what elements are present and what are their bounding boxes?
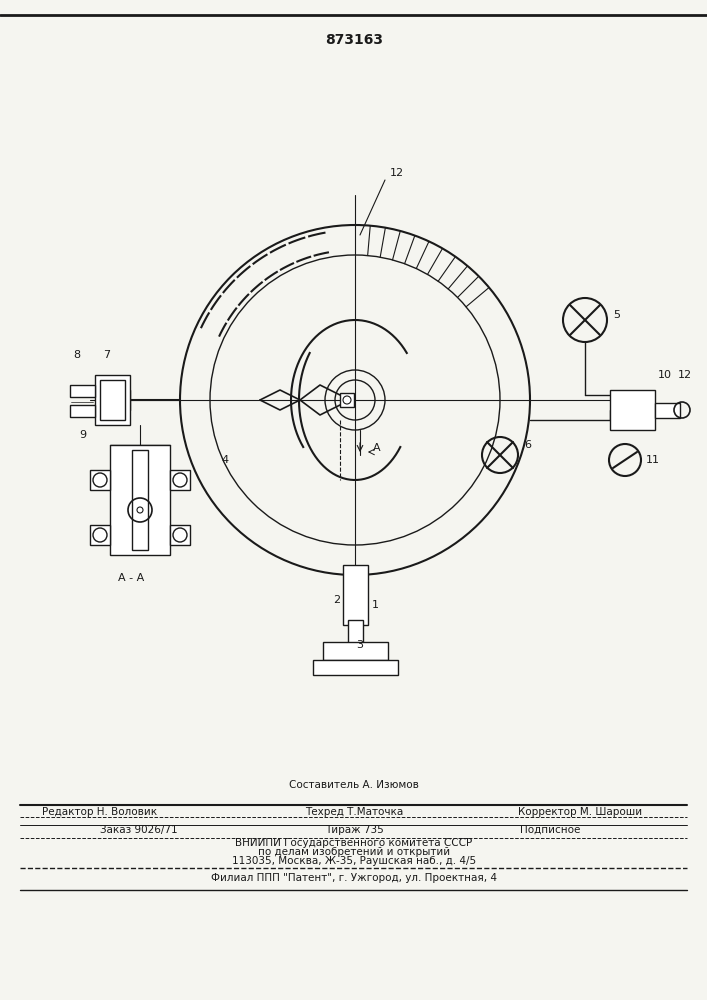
Text: 12: 12 [678,370,692,380]
Text: ВНИИПИ Государственного комитета СССР: ВНИИПИ Государственного комитета СССР [235,838,472,848]
Bar [132,450,148,550]
Text: Техред Т.Маточка: Техред Т.Маточка [305,807,403,817]
Bar [90,470,110,490]
Text: Составитель А. Изюмов: Составитель А. Изюмов [289,780,419,790]
Bar [100,380,125,420]
Text: A: A [373,443,381,453]
Text: 2: 2 [334,595,341,605]
Bar [340,393,354,407]
Bar [343,565,368,625]
Text: 4: 4 [221,455,228,465]
Bar [110,445,170,555]
Text: 11: 11 [646,455,660,465]
Text: 8: 8 [74,350,81,360]
Text: 7: 7 [103,350,110,360]
Bar [70,405,95,417]
Bar [90,525,110,545]
Text: 1: 1 [371,600,378,610]
Text: по делам изобретений и открытий: по делам изобретений и открытий [258,847,450,857]
Text: A - A: A - A [118,573,144,583]
Text: Корректор М. Шароши: Корректор М. Шароши [518,807,642,817]
Text: Филиал ППП "Патент", г. Ужгород, ул. Проектная, 4: Филиал ППП "Патент", г. Ужгород, ул. Про… [211,873,497,883]
Bar [655,403,680,418]
Bar [323,642,388,660]
Text: 3: 3 [356,640,363,650]
Bar [70,385,95,397]
Text: Подписное: Подписное [520,825,580,835]
Text: 9: 9 [79,430,86,440]
Text: 12: 12 [390,168,404,178]
Text: 113035, Москва, Ж-35, Раушская наб., д. 4/5: 113035, Москва, Ж-35, Раушская наб., д. … [232,856,476,866]
Text: Редактор Н. Воловик: Редактор Н. Воловик [42,807,158,817]
Bar [170,525,190,545]
Text: 6: 6 [525,440,532,450]
Bar [170,470,190,490]
Text: Заказ 9026/71: Заказ 9026/71 [100,825,177,835]
Text: 5: 5 [614,310,621,320]
Text: 873163: 873163 [325,33,383,47]
Bar [610,390,655,430]
Text: 10: 10 [658,370,672,380]
Text: Тираж 735: Тираж 735 [325,825,383,835]
Bar [95,375,130,425]
Bar [348,620,363,645]
Bar [313,660,398,675]
